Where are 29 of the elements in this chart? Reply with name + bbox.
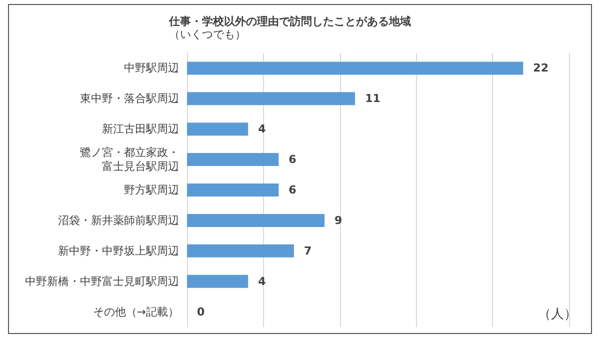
- data-label: 11: [365, 92, 380, 106]
- y-tick-label: その他（→記載）: [92, 305, 179, 318]
- y-tick-label: 新江古田駅周辺: [102, 122, 179, 136]
- data-label: 6: [288, 184, 297, 196]
- data-label: 4: [258, 122, 266, 136]
- y-tick-label: 新中野・中野坂上駅周辺: [58, 244, 179, 258]
- data-label: 4: [258, 274, 266, 288]
- y-tick-label: 東中野・落合駅周辺: [80, 92, 179, 106]
- bar: [187, 62, 524, 75]
- data-label: 7: [304, 244, 312, 258]
- bar: [187, 92, 356, 106]
- y-tick-label: 沼袋・新井薬師前駅周辺: [58, 214, 179, 227]
- bar: [187, 122, 248, 136]
- y-tick-label: 鷺ノ宮・都立家政・富士見台駅周辺: [80, 146, 179, 174]
- y-tick-label: 中野新橋・中野富士見町駅周辺: [25, 274, 179, 288]
- bar: [187, 274, 248, 288]
- y-tick-label: 野方駅周辺: [124, 184, 179, 196]
- data-label: 0: [197, 305, 205, 318]
- y-tick-label: 中野駅周辺: [124, 62, 179, 75]
- data-label: 6: [288, 153, 297, 166]
- bar: [187, 214, 325, 227]
- chart-title: 仕事・学校以外の理由で訪問したことがある地域: [168, 15, 411, 28]
- bar: [187, 244, 294, 258]
- bar: [187, 153, 279, 166]
- bar: [187, 184, 279, 196]
- data-label: 9: [334, 214, 342, 227]
- chart-subtitle: （いくつでも）: [169, 28, 246, 41]
- x-axis-title: （人）: [538, 307, 577, 322]
- data-label: 22: [533, 62, 548, 75]
